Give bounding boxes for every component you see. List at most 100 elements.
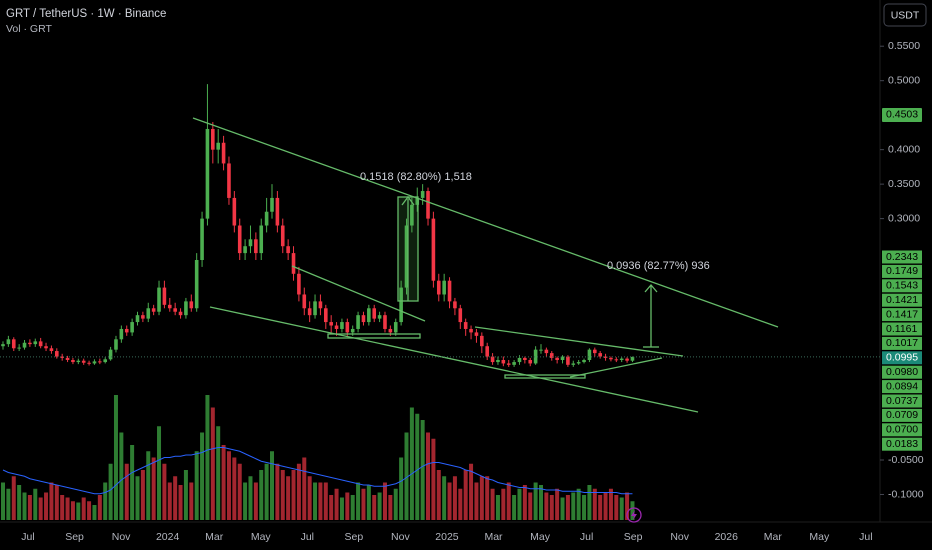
candle-body bbox=[442, 280, 446, 295]
candle-body bbox=[334, 325, 339, 329]
volume-bar bbox=[307, 476, 312, 520]
candle-body bbox=[383, 315, 387, 329]
candle-body bbox=[431, 218, 436, 281]
candle-body bbox=[399, 287, 403, 323]
volume-bar bbox=[243, 482, 248, 520]
candle-body bbox=[6, 339, 11, 345]
candle-body bbox=[28, 342, 32, 345]
candle-body bbox=[243, 246, 247, 254]
volume-pane bbox=[1, 395, 635, 520]
volume-bar bbox=[549, 495, 554, 520]
volume-bar bbox=[555, 488, 560, 520]
price-label: 0.0709 bbox=[886, 409, 918, 421]
x-tick-label: Mar bbox=[484, 531, 503, 543]
volume-bar bbox=[221, 445, 226, 520]
candle-body bbox=[393, 322, 398, 333]
volume-bar bbox=[113, 395, 118, 520]
candle-body bbox=[350, 328, 355, 333]
trend-line bbox=[209, 306, 699, 413]
price-label: 0.1421 bbox=[886, 294, 918, 306]
candle-body bbox=[135, 315, 140, 323]
candle-body bbox=[367, 308, 371, 323]
candle-body bbox=[270, 197, 274, 212]
price-label: 0.2343 bbox=[886, 251, 918, 263]
volume-bar bbox=[22, 492, 27, 520]
volume-bar bbox=[205, 395, 210, 520]
candle-body bbox=[593, 349, 597, 354]
candle-body bbox=[108, 349, 113, 360]
candle-body bbox=[630, 356, 635, 361]
price-label: 0.1749 bbox=[886, 265, 918, 277]
volume-bar bbox=[366, 485, 371, 520]
candle-body bbox=[173, 308, 177, 312]
volume-bar bbox=[200, 432, 205, 520]
price-label-box bbox=[882, 107, 922, 122]
candle-body bbox=[76, 360, 81, 363]
candle-body bbox=[582, 360, 586, 363]
volume-bar bbox=[517, 488, 522, 520]
volume-bar bbox=[280, 470, 285, 520]
candle-body bbox=[302, 294, 307, 309]
candle-body bbox=[587, 349, 592, 360]
volume-bar bbox=[506, 482, 511, 520]
candle-body bbox=[506, 363, 511, 365]
candle-body bbox=[248, 239, 253, 247]
volume-bar bbox=[560, 497, 565, 520]
volume-bar bbox=[576, 488, 581, 520]
volume-bar bbox=[103, 482, 108, 520]
volume-bar bbox=[495, 495, 500, 520]
candle-body bbox=[329, 322, 333, 326]
candle-body bbox=[1, 344, 5, 347]
volume-bar bbox=[146, 451, 151, 520]
volume-bar bbox=[162, 463, 167, 520]
volume-bar bbox=[501, 488, 506, 520]
volume-bar bbox=[65, 497, 70, 520]
volume-bar bbox=[490, 488, 495, 520]
candle-body bbox=[533, 349, 538, 364]
event-icon[interactable] bbox=[626, 507, 642, 523]
candle-body bbox=[205, 128, 210, 219]
x-tick-label: 2026 bbox=[715, 531, 739, 543]
candle-body bbox=[549, 353, 554, 358]
volume-bar bbox=[399, 457, 404, 520]
candle-body bbox=[598, 353, 602, 357]
candle-body bbox=[566, 356, 570, 365]
volume-bar bbox=[409, 407, 414, 520]
candle-body bbox=[200, 218, 204, 260]
x-tick-label: Jul bbox=[580, 531, 593, 543]
volume-bar bbox=[393, 488, 398, 520]
candle-body bbox=[426, 191, 430, 219]
volume-bar bbox=[108, 463, 113, 520]
candle-body bbox=[571, 363, 576, 365]
volume-bar bbox=[291, 470, 296, 520]
candle-body bbox=[92, 361, 97, 364]
trend-line bbox=[569, 357, 663, 378]
candle-body bbox=[480, 335, 484, 347]
volume-bar bbox=[463, 470, 468, 520]
currency-button[interactable] bbox=[883, 3, 927, 27]
price-label: 0.1417 bbox=[886, 308, 918, 320]
price-label: 0.0183 bbox=[886, 438, 918, 450]
volume-bar bbox=[49, 482, 54, 520]
candle-body bbox=[415, 197, 420, 205]
price-label: 0.0894 bbox=[886, 380, 918, 392]
x-tick-label: 2025 bbox=[435, 531, 459, 543]
candle-body bbox=[560, 356, 565, 360]
x-tick-label: 2024 bbox=[156, 531, 180, 543]
candle-body bbox=[55, 351, 59, 357]
volume-bar bbox=[318, 482, 323, 520]
volume-bar bbox=[178, 485, 183, 520]
volume-bar bbox=[426, 432, 431, 520]
volume-bar bbox=[173, 476, 178, 520]
volume-bar bbox=[194, 451, 199, 520]
volume-bar bbox=[6, 488, 11, 520]
candle-body bbox=[237, 225, 242, 254]
currency-button-label[interactable]: USDT bbox=[891, 9, 920, 21]
volume-bar bbox=[350, 495, 355, 520]
price-label-box bbox=[882, 336, 922, 350]
candle-body bbox=[119, 328, 124, 340]
volume-bar bbox=[447, 482, 452, 520]
x-tick-label: Mar bbox=[205, 531, 224, 543]
candle-body bbox=[11, 339, 16, 349]
volume-bar bbox=[356, 482, 361, 520]
